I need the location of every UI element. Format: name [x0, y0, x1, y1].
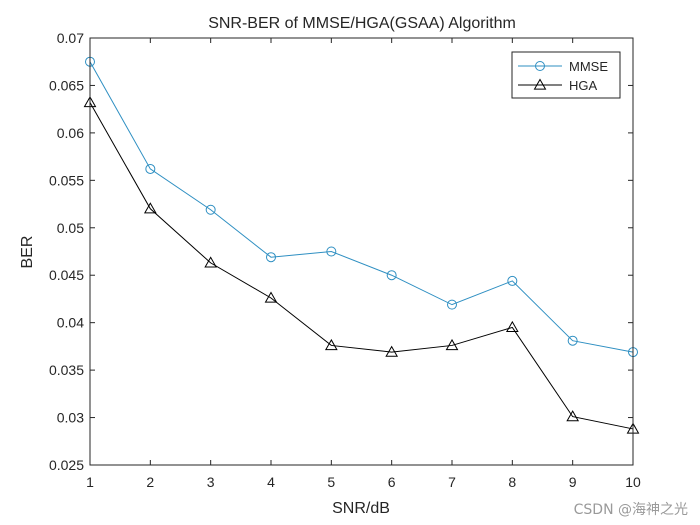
- series-line-mmse: [89, 61, 634, 353]
- x-tick-label: 3: [207, 474, 215, 490]
- series-hga: [83, 96, 640, 434]
- data-point-mmse: [205, 204, 216, 215]
- data-point-hga: [505, 320, 519, 333]
- data-point-hga: [264, 291, 278, 303]
- data-point-mmse: [386, 270, 397, 281]
- legend-marker-mmse: [535, 61, 545, 71]
- legend-marker-hga: [533, 78, 547, 90]
- data-point-mmse: [507, 275, 518, 286]
- data-point-mmse: [145, 163, 156, 174]
- y-tick-label: 0.025: [49, 457, 84, 473]
- y-tick-label: 0.05: [57, 220, 84, 236]
- data-point-mmse: [447, 299, 457, 310]
- y-tick-label: 0.055: [49, 172, 84, 188]
- data-point-hga: [143, 202, 157, 214]
- x-tick-label: 6: [388, 474, 396, 490]
- y-tick-label: 0.035: [49, 362, 84, 378]
- y-axis-title: BER: [19, 236, 36, 269]
- data-point-hga: [324, 338, 338, 351]
- data-point-mmse: [266, 252, 276, 263]
- x-tick-label: 10: [625, 474, 641, 490]
- y-tick-label: 0.07: [57, 30, 84, 46]
- watermark: CSDN @海神之光: [573, 502, 688, 518]
- y-tick-label: 0.065: [49, 77, 84, 93]
- x-tick-label: 8: [508, 474, 516, 490]
- data-point-mmse: [326, 246, 337, 257]
- series-line-hga: [89, 102, 634, 430]
- legend-label-mmse: MMSE: [569, 59, 608, 74]
- legend-box: [511, 51, 621, 99]
- x-tick-label: 1: [86, 474, 94, 490]
- chart-title: SNR-BER of MMSE/HGA(GSAA) Algorithm: [208, 15, 516, 32]
- series-mmse: [85, 56, 638, 358]
- x-axis-title: SNR/dB: [332, 500, 390, 517]
- data-point-hga: [445, 338, 459, 351]
- y-tick-label: 0.045: [49, 267, 84, 283]
- x-tick-label: 9: [569, 474, 577, 490]
- y-tick-label: 0.04: [57, 315, 84, 331]
- data-point-mmse: [567, 335, 578, 346]
- y-tick-label: 0.06: [57, 125, 84, 141]
- legend: MMSE HGA: [511, 51, 621, 99]
- data-point-hga: [385, 345, 399, 357]
- x-tick-label: 4: [267, 474, 275, 490]
- data-point-hga: [566, 410, 580, 422]
- data-point-hga: [204, 256, 218, 268]
- y-tick-label: 0.03: [57, 410, 84, 426]
- legend-label-hga: HGA: [569, 78, 598, 93]
- x-tick-label: 2: [146, 474, 154, 490]
- x-tick-label: 5: [327, 474, 335, 490]
- x-tick-label: 7: [448, 474, 456, 490]
- plot-frame: [89, 37, 634, 466]
